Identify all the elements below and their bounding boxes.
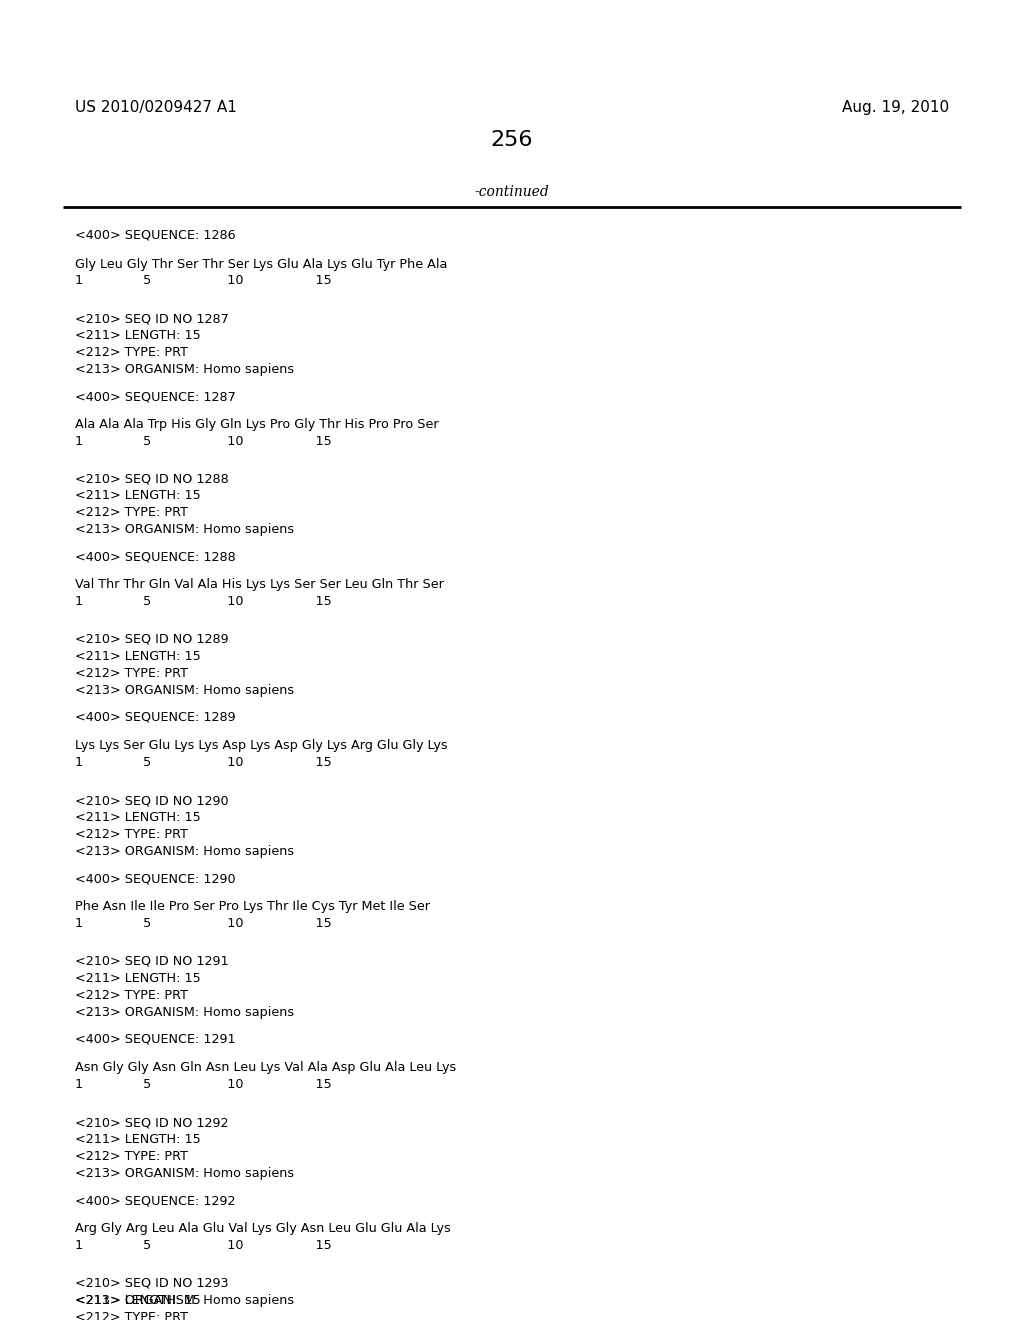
- Text: <400> SEQUENCE: 1290: <400> SEQUENCE: 1290: [75, 873, 236, 884]
- Text: 1               5                   10                  15: 1 5 10 15: [75, 1078, 332, 1092]
- Text: <210> SEQ ID NO 1289: <210> SEQ ID NO 1289: [75, 634, 228, 645]
- Text: <400> SEQUENCE: 1286: <400> SEQUENCE: 1286: [75, 228, 236, 242]
- Text: <400> SEQUENCE: 1292: <400> SEQUENCE: 1292: [75, 1195, 236, 1206]
- Text: 1               5                   10                  15: 1 5 10 15: [75, 436, 332, 447]
- Text: 256: 256: [490, 129, 534, 150]
- Text: 1               5                   10                  15: 1 5 10 15: [75, 595, 332, 609]
- Text: <213> ORGANISM: Homo sapiens: <213> ORGANISM: Homo sapiens: [75, 523, 294, 536]
- Text: <213> ORGANISM: Homo sapiens: <213> ORGANISM: Homo sapiens: [75, 845, 294, 858]
- Text: <400> SEQUENCE: 1288: <400> SEQUENCE: 1288: [75, 550, 236, 564]
- Text: 1               5                   10                  15: 1 5 10 15: [75, 1239, 332, 1251]
- Text: <213> ORGANISM: Homo sapiens: <213> ORGANISM: Homo sapiens: [75, 1006, 294, 1019]
- Text: <212> TYPE: PRT: <212> TYPE: PRT: [75, 989, 188, 1002]
- Text: <211> LENGTH: 15: <211> LENGTH: 15: [75, 649, 201, 663]
- Text: -continued: -continued: [475, 185, 549, 199]
- Text: Arg Gly Arg Leu Ala Glu Val Lys Gly Asn Leu Glu Glu Ala Lys: Arg Gly Arg Leu Ala Glu Val Lys Gly Asn …: [75, 1222, 451, 1236]
- Text: <210> SEQ ID NO 1291: <210> SEQ ID NO 1291: [75, 954, 228, 968]
- Text: <210> SEQ ID NO 1293: <210> SEQ ID NO 1293: [75, 1276, 228, 1290]
- Text: Gly Leu Gly Thr Ser Thr Ser Lys Glu Ala Lys Glu Tyr Phe Ala: Gly Leu Gly Thr Ser Thr Ser Lys Glu Ala …: [75, 257, 447, 271]
- Text: <400> SEQUENCE: 1287: <400> SEQUENCE: 1287: [75, 389, 236, 403]
- Text: <210> SEQ ID NO 1287: <210> SEQ ID NO 1287: [75, 312, 228, 325]
- Text: <212> TYPE: PRT: <212> TYPE: PRT: [75, 346, 188, 359]
- Text: US 2010/0209427 A1: US 2010/0209427 A1: [75, 100, 237, 115]
- Text: Asn Gly Gly Asn Gln Asn Leu Lys Val Ala Asp Glu Ala Leu Lys: Asn Gly Gly Asn Gln Asn Leu Lys Val Ala …: [75, 1061, 457, 1074]
- Text: 1               5                   10                  15: 1 5 10 15: [75, 917, 332, 931]
- Text: <213> ORGANISM: Homo sapiens: <213> ORGANISM: Homo sapiens: [75, 684, 294, 697]
- Text: Ala Ala Ala Trp His Gly Gln Lys Pro Gly Thr His Pro Pro Ser: Ala Ala Ala Trp His Gly Gln Lys Pro Gly …: [75, 418, 438, 432]
- Text: Val Thr Thr Gln Val Ala His Lys Lys Ser Ser Leu Gln Thr Ser: Val Thr Thr Gln Val Ala His Lys Lys Ser …: [75, 578, 443, 591]
- Text: <212> TYPE: PRT: <212> TYPE: PRT: [75, 506, 188, 519]
- Text: 1               5                   10                  15: 1 5 10 15: [75, 756, 332, 770]
- Text: <211> LENGTH: 15: <211> LENGTH: 15: [75, 488, 201, 502]
- Text: <211> LENGTH: 15: <211> LENGTH: 15: [75, 1294, 201, 1307]
- Text: Phe Asn Ile Ile Pro Ser Pro Lys Thr Ile Cys Tyr Met Ile Ser: Phe Asn Ile Ile Pro Ser Pro Lys Thr Ile …: [75, 900, 430, 913]
- Text: <210> SEQ ID NO 1290: <210> SEQ ID NO 1290: [75, 795, 228, 807]
- Text: <211> LENGTH: 15: <211> LENGTH: 15: [75, 1133, 201, 1146]
- Text: <212> TYPE: PRT: <212> TYPE: PRT: [75, 667, 188, 680]
- Text: 1               5                   10                  15: 1 5 10 15: [75, 275, 332, 286]
- Text: <213> ORGANISM: Homo sapiens: <213> ORGANISM: Homo sapiens: [75, 1294, 294, 1307]
- Text: <212> TYPE: PRT: <212> TYPE: PRT: [75, 1150, 188, 1163]
- Text: <211> LENGTH: 15: <211> LENGTH: 15: [75, 810, 201, 824]
- Text: <400> SEQUENCE: 1291: <400> SEQUENCE: 1291: [75, 1034, 236, 1045]
- Text: <212> TYPE: PRT: <212> TYPE: PRT: [75, 828, 188, 841]
- Text: <213> ORGANISM: Homo sapiens: <213> ORGANISM: Homo sapiens: [75, 363, 294, 376]
- Text: <211> LENGTH: 15: <211> LENGTH: 15: [75, 329, 201, 342]
- Text: <211> LENGTH: 15: <211> LENGTH: 15: [75, 972, 201, 985]
- Text: <212> TYPE: PRT: <212> TYPE: PRT: [75, 1311, 188, 1320]
- Text: Aug. 19, 2010: Aug. 19, 2010: [842, 100, 949, 115]
- Text: <400> SEQUENCE: 1289: <400> SEQUENCE: 1289: [75, 711, 236, 723]
- Text: <213> ORGANISM: Homo sapiens: <213> ORGANISM: Homo sapiens: [75, 1167, 294, 1180]
- Text: <210> SEQ ID NO 1292: <210> SEQ ID NO 1292: [75, 1115, 228, 1129]
- Text: Lys Lys Ser Glu Lys Lys Asp Lys Asp Gly Lys Arg Glu Gly Lys: Lys Lys Ser Glu Lys Lys Asp Lys Asp Gly …: [75, 739, 447, 752]
- Text: <210> SEQ ID NO 1288: <210> SEQ ID NO 1288: [75, 473, 228, 484]
